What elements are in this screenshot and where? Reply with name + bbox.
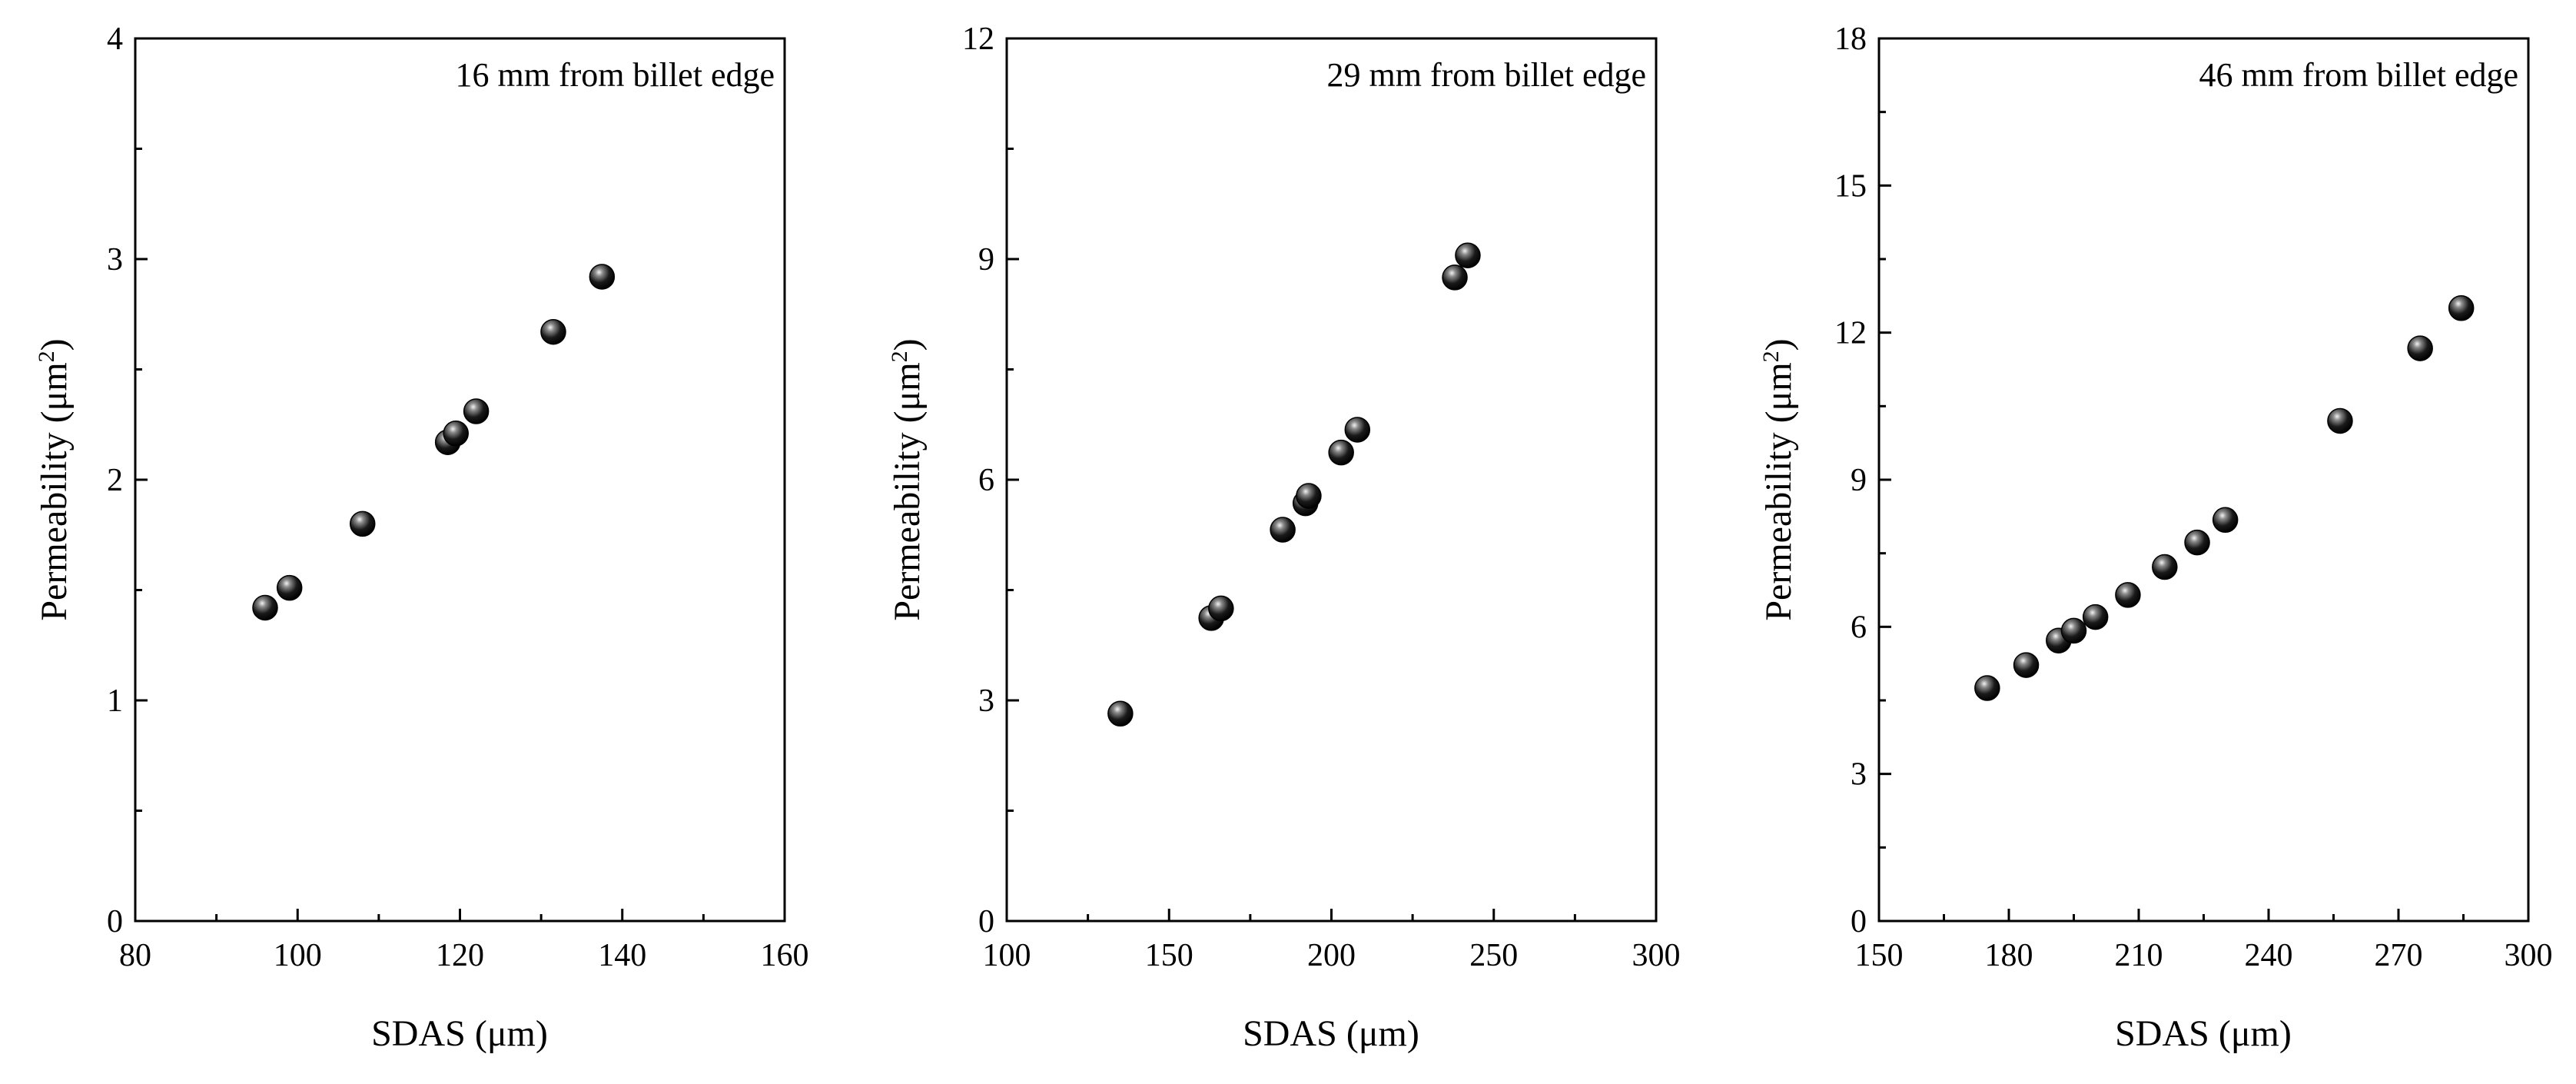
panel-annotation: 29 mm from billet edge — [1327, 56, 1646, 94]
chart-panel-16mm: 80 100 120 140 160 0 1 2 3 4 16 mm from billet ed… — [34, 22, 809, 1054]
axis-ticks: 100 150 200 250 300 0 3 6 9 12 — [962, 22, 1681, 973]
plot-frame — [1005, 37, 1658, 923]
data-point — [463, 398, 490, 424]
y-tick-label: 1 — [107, 683, 123, 719]
data-point — [1455, 242, 1481, 268]
y-tick-label: 0 — [978, 904, 994, 939]
y-tick-label: 12 — [1834, 316, 1867, 351]
y-axis-title-superscript: 2 — [34, 351, 59, 362]
x-tick-label: 200 — [1307, 938, 1356, 973]
y-axis-title: Permeability (μm2) — [34, 338, 75, 620]
y-axis-title-close: ) — [887, 338, 928, 351]
y-tick-label: 6 — [1851, 610, 1867, 645]
y-axis-title-superscript: 2 — [1758, 351, 1784, 362]
data-point — [1328, 439, 1354, 466]
x-tick-label: 150 — [1855, 938, 1904, 973]
data-point — [2152, 554, 2178, 580]
y-tick-label: 4 — [107, 22, 123, 57]
x-tick-label: 300 — [2505, 938, 2553, 973]
y-axis-title-main: Permeability (μm — [34, 362, 75, 620]
y-tick-label: 9 — [978, 242, 994, 278]
x-tick-label: 160 — [761, 938, 809, 973]
y-tick-label: 3 — [107, 242, 123, 278]
chart-panel-29mm: 100 150 200 250 300 0 3 6 9 12 29 mm from billet … — [887, 22, 1681, 1054]
y-tick-label: 3 — [978, 683, 994, 719]
data-point — [350, 510, 376, 537]
y-axis-title-main: Permeability (μm — [887, 362, 928, 620]
y-axis-title-close: ) — [34, 338, 75, 351]
data-point — [2407, 335, 2433, 361]
data-point — [1107, 700, 1134, 727]
data-point — [1344, 417, 1371, 443]
data-point — [1296, 483, 1322, 509]
data-point — [2082, 604, 2109, 630]
x-tick-label: 270 — [2375, 938, 2423, 973]
y-tick-label: 3 — [1851, 757, 1867, 793]
data-point — [2013, 652, 2040, 678]
panel-annotation: 46 mm from billet edge — [2199, 56, 2518, 94]
x-tick-label: 100 — [983, 938, 1031, 973]
data-point — [2327, 407, 2353, 434]
x-axis-title: SDAS (μm) — [371, 1013, 548, 1054]
data-point — [443, 420, 469, 447]
data-points — [1107, 242, 1481, 727]
data-point — [2448, 295, 2475, 321]
y-tick-label: 2 — [107, 463, 123, 498]
axis-ticks: 80 100 120 140 160 0 1 2 3 4 — [107, 22, 809, 973]
y-tick-label: 12 — [962, 22, 994, 57]
y-axis-title-close: ) — [1758, 338, 1799, 351]
data-point — [1208, 595, 1234, 622]
plot-frame — [1877, 37, 2530, 923]
x-tick-label: 250 — [1469, 938, 1518, 973]
y-axis-title-main: Permeability (μm — [1758, 362, 1799, 620]
y-tick-label: 15 — [1834, 168, 1867, 204]
x-tick-label: 120 — [436, 938, 484, 973]
y-tick-label: 9 — [1851, 463, 1867, 498]
x-tick-label: 240 — [2245, 938, 2293, 973]
y-tick-label: 6 — [978, 463, 994, 498]
data-point — [252, 594, 278, 621]
y-tick-label: 18 — [1834, 22, 1867, 57]
data-point — [1974, 675, 2000, 701]
y-tick-label: 0 — [1851, 904, 1867, 939]
x-tick-label: 300 — [1632, 938, 1681, 973]
x-axis-title: SDAS (μm) — [1243, 1013, 1419, 1054]
data-point — [2060, 617, 2087, 644]
data-point — [276, 574, 303, 601]
x-tick-label: 100 — [274, 938, 322, 973]
data-point — [589, 264, 616, 290]
x-tick-label: 80 — [119, 938, 151, 973]
data-point — [1270, 517, 1296, 543]
x-axis-title: SDAS (μm) — [2115, 1013, 2292, 1054]
axis-ticks: 150 180 210 240 270 300 0 3 6 9 12 15 18 — [1834, 22, 2553, 973]
data-points — [1974, 295, 2475, 701]
chart-panel-46mm: 150 180 210 240 270 300 0 3 6 9 12 15 18 46 mm from … — [1758, 22, 2553, 1054]
x-tick-label: 150 — [1145, 938, 1193, 973]
y-axis-title-superscript: 2 — [887, 351, 912, 362]
data-point — [2212, 507, 2239, 534]
data-point — [1442, 264, 1468, 291]
plot-frame — [134, 37, 786, 923]
y-axis-title: Permeability (μm2) — [1758, 338, 1799, 620]
data-point — [540, 318, 566, 345]
x-tick-label: 210 — [2115, 938, 2163, 973]
panel-annotation: 16 mm from billet edge — [456, 56, 775, 94]
y-tick-label: 0 — [107, 904, 123, 939]
x-tick-label: 180 — [1985, 938, 2033, 973]
y-axis-title: Permeability (μm2) — [887, 338, 928, 620]
data-point — [2115, 582, 2141, 608]
data-point — [2184, 529, 2210, 556]
x-tick-label: 140 — [598, 938, 646, 973]
data-points — [252, 264, 616, 621]
